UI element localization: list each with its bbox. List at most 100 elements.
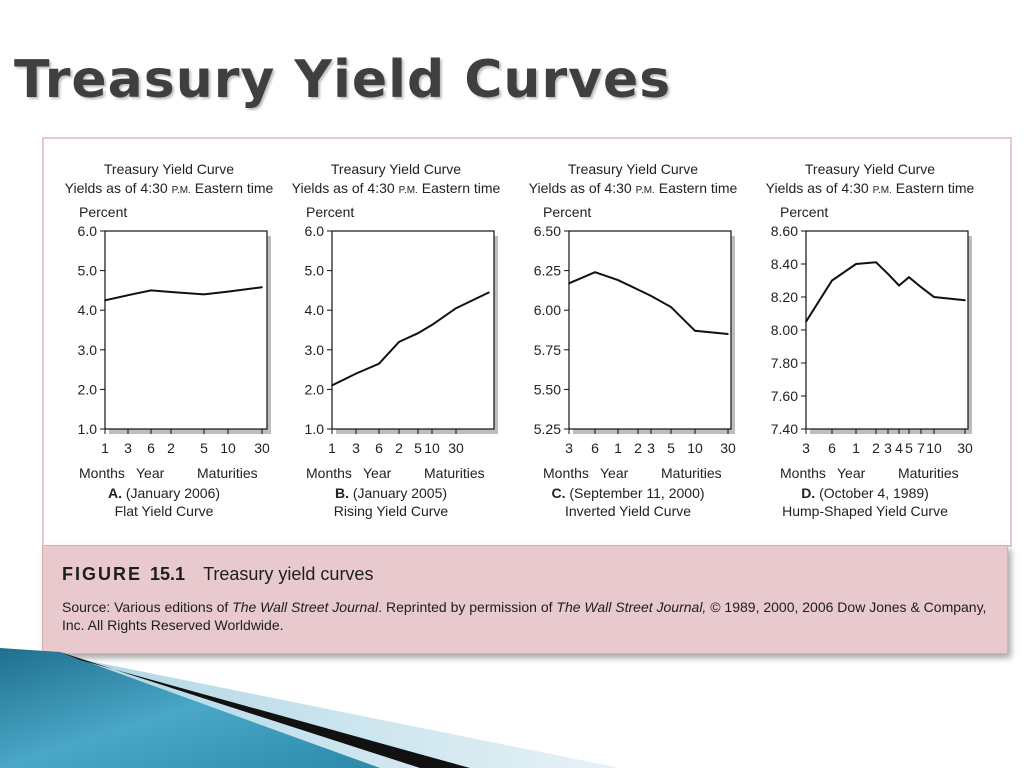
x-group-label-maturities: Maturities	[898, 465, 959, 481]
y-tick-label: 7.60	[771, 388, 798, 404]
panel-letter: A.	[108, 485, 122, 501]
x-tick-label: 5	[905, 440, 913, 456]
panel-date: (September 11, 2000)	[565, 485, 704, 501]
y-tick-label: 4.0	[78, 302, 98, 318]
yield-data-point	[227, 290, 229, 293]
x-group-label-maturities: Maturities	[424, 465, 485, 481]
chart-title: Treasury Yield Curve	[104, 161, 234, 177]
y-tick-label: 6.0	[78, 223, 98, 239]
source-text: Source: Various editions of	[62, 599, 233, 615]
x-group-label-months: Months	[79, 465, 125, 481]
yield-data-point	[670, 306, 672, 308]
figure-source: Source: Various editions of The Wall Str…	[62, 598, 992, 634]
y-tick-label: 6.25	[534, 263, 561, 279]
x-group-label-months: Months	[543, 465, 589, 481]
yield-data-point	[908, 276, 910, 279]
chart-subtitle-text: Eastern time	[191, 180, 274, 196]
y-tick-label: 7.80	[771, 355, 798, 371]
y-tick-label: 4.0	[305, 302, 325, 318]
y-tick-label: 6.50	[534, 223, 561, 239]
x-tick-label: 30	[957, 440, 973, 456]
x-tick-label: 6	[147, 440, 155, 456]
yield-data-point	[805, 320, 807, 323]
x-group-label-year: Year	[363, 465, 392, 481]
chart-subtitle: Yields as of 4:30 P.M. Eastern time	[766, 180, 975, 196]
x-group-label-year: Year	[136, 465, 165, 481]
y-axis-label: Percent	[79, 204, 127, 220]
x-tick-label: 4	[895, 440, 903, 456]
x-tick-label: 2	[395, 440, 403, 456]
x-tick-label: 30	[720, 440, 736, 456]
chart-title: Treasury Yield Curve	[331, 161, 461, 177]
y-tick-label: 8.20	[771, 289, 798, 305]
yield-data-point	[355, 372, 357, 375]
y-tick-label: 1.0	[78, 421, 98, 437]
yield-data-point	[568, 282, 570, 285]
y-axis-label: Percent	[543, 204, 591, 220]
yield-data-point	[488, 291, 490, 294]
x-tick-label: 10	[424, 440, 440, 456]
x-tick-label: 1	[852, 440, 860, 456]
plot-frame	[568, 230, 732, 430]
panel-date: (January 2005)	[349, 485, 447, 501]
chart-subtitle: Yields as of 4:30 P.M. Eastern time	[65, 180, 274, 196]
y-tick-label: 5.0	[305, 263, 325, 279]
x-tick-label: 3	[124, 440, 132, 456]
source-publication: The Wall Street Journal	[232, 599, 379, 615]
x-tick-label: 2	[872, 440, 880, 456]
panel-date: (October 4, 1989)	[815, 485, 929, 501]
y-tick-label: 5.75	[534, 342, 561, 358]
chart-title: Treasury Yield Curve	[805, 161, 935, 177]
x-tick-label: 1	[328, 440, 336, 456]
panel-caption: D. (October 4, 1989)	[801, 485, 929, 501]
y-tick-label: 7.40	[771, 421, 798, 437]
x-tick-label: 2	[634, 440, 642, 456]
x-tick-label: 5	[414, 440, 422, 456]
x-tick-label: 3	[884, 440, 892, 456]
x-tick-label: 10	[926, 440, 942, 456]
x-group-label-maturities: Maturities	[197, 465, 258, 481]
y-axis-label: Percent	[306, 204, 354, 220]
y-tick-label: 3.0	[78, 342, 98, 358]
plot-frame	[104, 230, 268, 430]
plot-frame	[331, 230, 495, 430]
yield-data-point	[637, 288, 639, 291]
yield-data-point	[920, 286, 922, 288]
yield-data-point	[898, 284, 900, 287]
y-tick-label: 8.60	[771, 223, 798, 239]
yield-data-point	[855, 263, 857, 265]
x-tick-label: 30	[254, 440, 270, 456]
panel-name: Hump-Shaped Yield Curve	[782, 503, 948, 519]
yield-data-point	[594, 271, 596, 274]
panel-letter: B.	[335, 485, 349, 501]
figure-number: 15.1	[150, 564, 186, 584]
panel-caption: C. (September 11, 2000)	[551, 485, 704, 501]
chart-subtitle: Yields as of 4:30 P.M. Eastern time	[529, 180, 738, 196]
panel-caption: A. (January 2006)	[108, 485, 220, 501]
yield-data-point	[104, 299, 106, 302]
x-group-label-year: Year	[600, 465, 629, 481]
decor-blue-wedge	[0, 648, 380, 768]
chart-subtitle-text: Yields as of 4:30	[65, 180, 172, 196]
x-tick-label: 10	[687, 440, 703, 456]
caption-heading: FIGURE 15.1 Treasury yield curves	[62, 564, 373, 585]
figure-label: FIGURE	[62, 564, 143, 584]
x-tick-label: 6	[375, 440, 383, 456]
panel-name: Rising Yield Curve	[334, 503, 449, 519]
chart-subtitle-text: Yields as of 4:30	[292, 180, 399, 196]
y-tick-label: 8.00	[771, 322, 798, 338]
y-tick-label: 6.00	[534, 302, 561, 318]
yield-data-point	[727, 333, 729, 335]
yield-data-point	[694, 330, 696, 332]
y-tick-label: 2.0	[305, 381, 325, 397]
panel-name: Flat Yield Curve	[115, 503, 214, 519]
yield-data-point	[127, 294, 129, 297]
chart-subtitle-text: Yields as of 4:30	[529, 180, 636, 196]
chart-subtitle-pm: P.M.	[399, 185, 418, 196]
yield-data-point	[455, 307, 457, 310]
x-tick-label: 3	[352, 440, 360, 456]
y-tick-label: 6.0	[305, 223, 325, 239]
yield-data-point	[331, 384, 333, 387]
panel-caption: B. (January 2005)	[335, 485, 447, 501]
x-group-label-year: Year	[837, 465, 866, 481]
